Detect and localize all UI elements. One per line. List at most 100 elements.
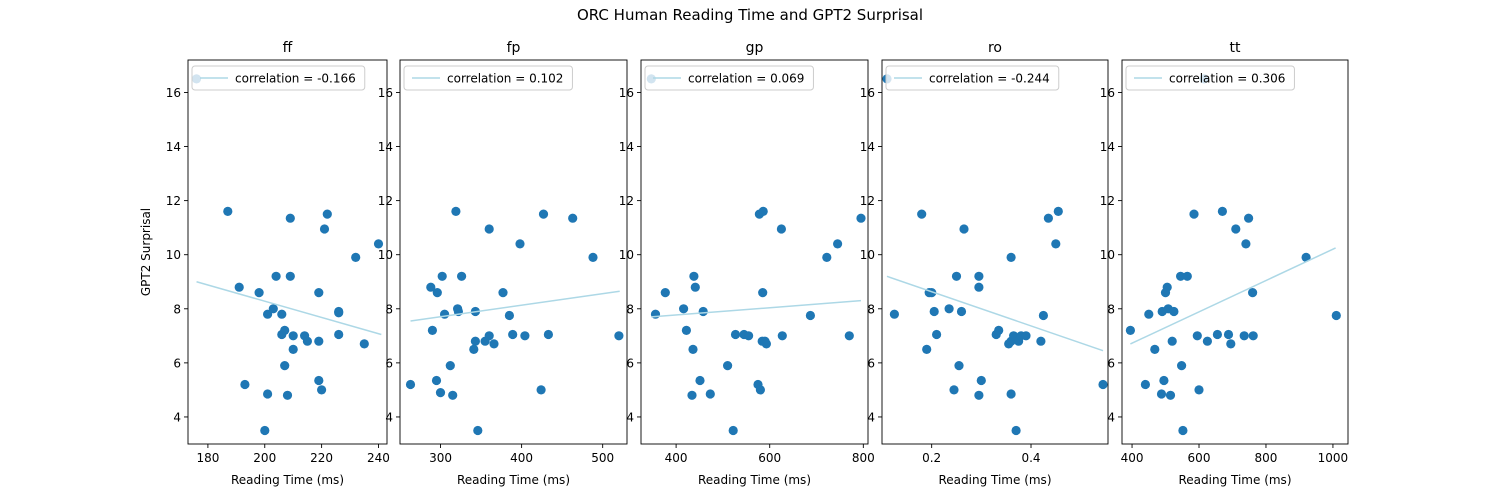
data-point (695, 375, 705, 386)
subplot-fp: fp 300 400 500 4 6 8 10 12 14 16 Reading Time (ms) c… (378, 40, 628, 487)
legend: correlation = 0.102 (403, 65, 573, 91)
data-point (473, 425, 483, 436)
x-tick-label: 0.2 (922, 451, 941, 465)
data-point (1021, 331, 1031, 341)
y-tick-label: 6 (1107, 356, 1115, 370)
data-point (974, 390, 984, 400)
data-point (755, 385, 766, 395)
subplot-title: tt (1230, 40, 1241, 56)
subplot-title: ro (988, 40, 1002, 56)
axes-frame (881, 59, 1109, 445)
data-point (445, 361, 455, 371)
y-tick-label: 8 (173, 302, 181, 316)
data-point (1248, 288, 1258, 298)
data-point (951, 271, 962, 281)
data-point (1006, 252, 1016, 262)
regression-line (1130, 247, 1336, 345)
regression-line (196, 281, 382, 336)
y-tick-label: 6 (173, 356, 181, 370)
y-tick-label: 4 (1107, 410, 1115, 424)
data-point (484, 331, 494, 341)
subplot-ff: ff 180 200 220 240 4 6 8 10 12 14 16 Reading Time (m… (139, 40, 390, 487)
data-point (758, 288, 768, 298)
data-point (1006, 389, 1016, 399)
data-point (758, 206, 768, 216)
data-point (508, 329, 518, 340)
data-point (405, 379, 416, 390)
y-tick-label: 10 (860, 248, 875, 262)
subplot-title: fp (507, 40, 521, 56)
data-point (435, 388, 446, 398)
y-tick-label: 6 (385, 356, 393, 370)
data-point (974, 271, 984, 281)
data-point (929, 306, 939, 317)
y-tick-label: 4 (626, 410, 634, 424)
legend: correlation = 0.306 (1125, 65, 1295, 91)
y-tick-label: 6 (626, 356, 634, 370)
legend-box (403, 65, 573, 91)
x-tick-label: 800 (1255, 451, 1278, 465)
y-tick-label: 14 (1100, 140, 1115, 154)
legend-box (191, 65, 366, 91)
data-point (728, 425, 738, 436)
legend: correlation = -0.166 (191, 65, 366, 91)
y-tick-label: 14 (619, 140, 634, 154)
data-point (319, 224, 330, 234)
legend-box (1125, 65, 1295, 91)
data-point (288, 331, 298, 341)
x-tick-label: 400 (1121, 451, 1144, 465)
data-point (536, 385, 546, 395)
data-point (254, 288, 264, 298)
data-point (1011, 425, 1021, 436)
data-point (234, 282, 244, 292)
y-tick-label: 8 (867, 302, 875, 316)
y-tick-label: 12 (860, 194, 875, 208)
y-tick-label: 14 (378, 140, 393, 154)
y-tick-label: 16 (860, 86, 875, 100)
data-point (932, 329, 942, 340)
y-tick-label: 14 (166, 140, 181, 154)
data-point (954, 361, 964, 371)
data-point (448, 390, 458, 400)
y-tick-label: 12 (378, 194, 393, 208)
data-point (288, 344, 298, 354)
data-point (822, 252, 832, 262)
legend: correlation = 0.069 (644, 65, 814, 91)
data-point (263, 389, 273, 399)
data-point (614, 331, 624, 341)
data-point (956, 306, 967, 317)
subplot-title: ff (283, 40, 293, 56)
data-point (1167, 336, 1177, 346)
legend: correlation = -0.244 (885, 65, 1060, 91)
data-point (1248, 331, 1258, 341)
data-point (1038, 310, 1048, 321)
legend-label: correlation = 0.069 (688, 72, 804, 86)
data-point (282, 390, 293, 400)
figure-suptitle: ORC Human Reading Time and GPT2 Surprisa… (576, 6, 924, 24)
data-point (805, 310, 816, 321)
x-tick-label: 220 (310, 451, 333, 465)
data-point (687, 390, 697, 400)
axes-frame (399, 59, 628, 445)
data-point (437, 271, 447, 281)
data-point (359, 339, 369, 349)
data-point (457, 271, 467, 281)
data-point (489, 339, 499, 349)
data-point (285, 271, 295, 281)
data-point (1192, 331, 1202, 341)
data-point (723, 361, 733, 371)
x-tick-label: 500 (591, 451, 614, 465)
x-tick-label: 400 (665, 451, 688, 465)
data-point (1239, 331, 1249, 341)
data-point (432, 288, 442, 298)
data-point (922, 344, 932, 354)
data-point (520, 331, 530, 341)
data-point (679, 304, 689, 314)
data-point (504, 310, 514, 321)
legend-label: correlation = 0.102 (447, 72, 563, 86)
data-point (777, 331, 787, 341)
legend-box (644, 65, 814, 91)
data-point (334, 308, 344, 318)
data-point (1159, 375, 1169, 386)
subplot-ro: ro 0.2 0.4 4 6 8 10 12 14 16 Reading Time (ms) corr… (860, 40, 1109, 487)
